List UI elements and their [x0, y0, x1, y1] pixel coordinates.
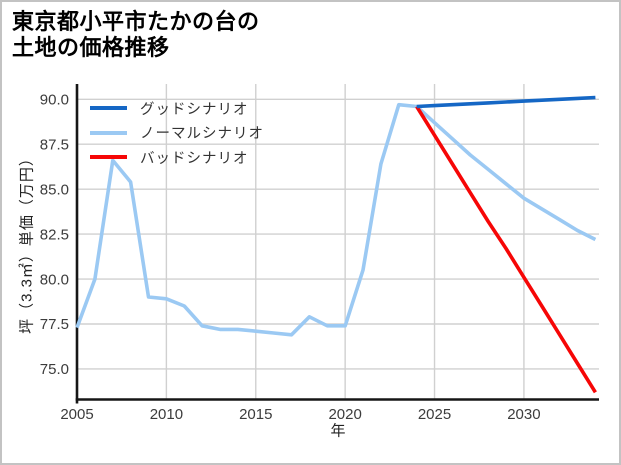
y-axis-label: 坪（3.3㎡）単価（万円） — [18, 150, 36, 334]
legend-item-good: グッドシナリオ — [90, 96, 264, 121]
series-good-line — [416, 95, 596, 109]
legend-line-swatch — [90, 155, 127, 160]
y-tick-label: 82.5 — [40, 226, 69, 243]
series-bad-line — [415, 105, 597, 394]
legend-item-label: ノーマルシナリオ — [140, 126, 264, 143]
x-tick-label: 2015 — [239, 406, 272, 423]
x-tick-label: 2030 — [507, 406, 540, 423]
x-axis-label: 年 — [330, 422, 346, 440]
y-tick-label: 75.0 — [40, 361, 69, 378]
series-normal-line — [75, 102, 597, 337]
chart-legend: グッドシナリオ ノーマルシナリオ バッドシナリオ — [90, 96, 264, 170]
y-tick-label: 80.0 — [40, 271, 69, 288]
y-tick-label: 87.5 — [40, 136, 69, 153]
chart-title-line1: 東京都小平市たかの台の — [12, 9, 260, 34]
legend-line-swatch — [90, 130, 127, 135]
legend-item-label: バッドシナリオ — [140, 150, 249, 167]
chart-title-line2: 土地の価格推移 — [12, 35, 170, 60]
legend-line-swatch — [90, 106, 127, 111]
y-tick-label: 77.5 — [40, 316, 69, 333]
x-tick-label: 2005 — [60, 406, 93, 423]
legend-item-label: グッドシナリオ — [140, 101, 249, 118]
y-tick-label: 85.0 — [40, 181, 69, 198]
legend-item-normal: ノーマルシナリオ — [90, 121, 264, 146]
legend-item-bad: バッドシナリオ — [90, 145, 264, 170]
chart-title: 東京都小平市たかの台の 土地の価格推移 — [12, 9, 260, 61]
x-tick-label: 2020 — [328, 406, 361, 423]
x-tick-label: 2025 — [418, 406, 451, 423]
y-tick-label: 90.0 — [40, 91, 69, 108]
x-tick-label: 2010 — [150, 406, 183, 423]
